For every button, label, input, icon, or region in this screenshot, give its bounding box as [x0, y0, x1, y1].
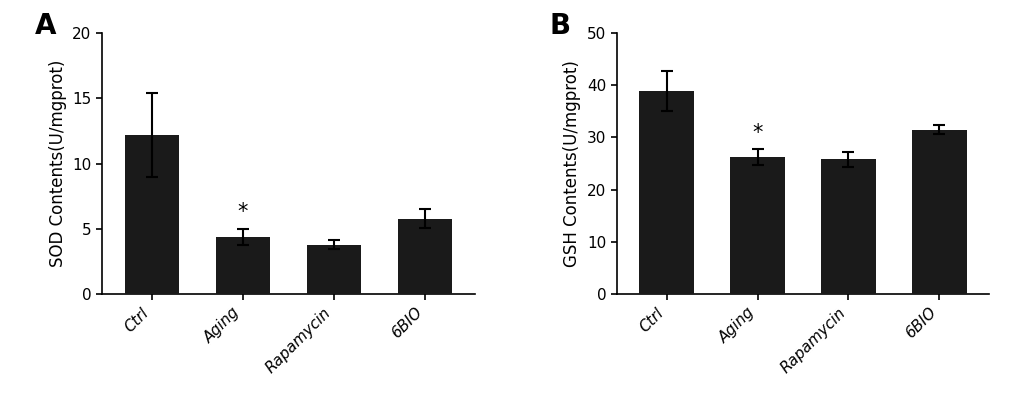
Text: B: B	[549, 12, 570, 40]
Bar	[911, 130, 966, 294]
Y-axis label: GSH Contents(U/mgprot): GSH Contents(U/mgprot)	[562, 60, 581, 267]
Bar	[215, 237, 270, 294]
Text: *: *	[752, 123, 762, 143]
Bar	[124, 135, 179, 294]
Bar	[730, 157, 784, 294]
Text: *: *	[237, 202, 248, 222]
Bar	[397, 218, 451, 294]
Bar	[820, 160, 875, 294]
Bar	[307, 245, 361, 294]
Text: A: A	[35, 12, 56, 40]
Bar	[639, 91, 693, 294]
Y-axis label: SOD Contents(U/mgprot): SOD Contents(U/mgprot)	[49, 60, 66, 267]
